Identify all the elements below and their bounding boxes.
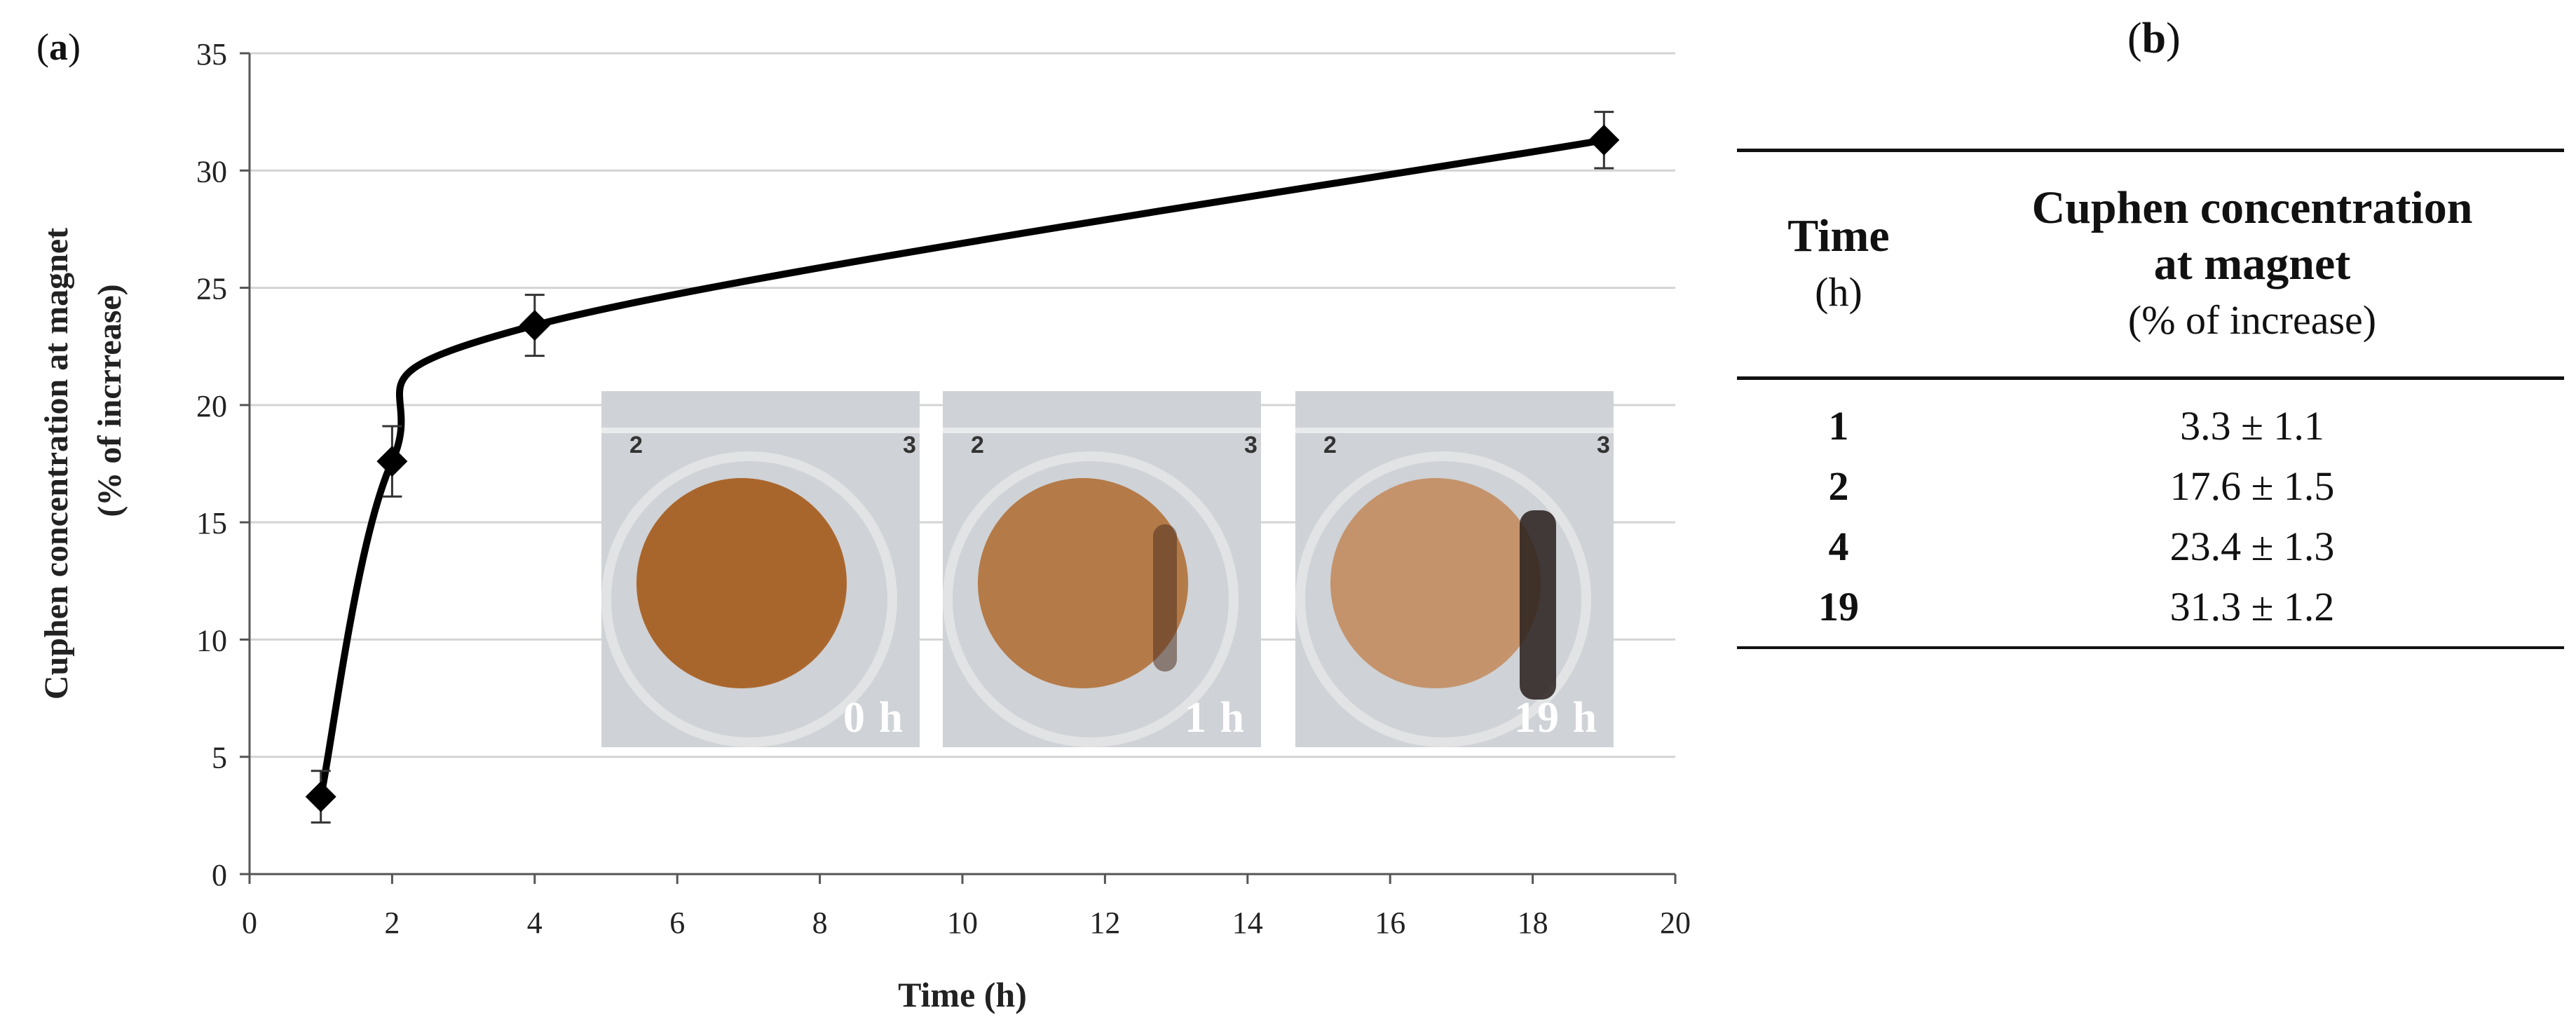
cell-value: 17.6 ± 1.5 [2169, 463, 2335, 509]
y-tick-label: 30 [196, 154, 227, 189]
magnet-deposit [1520, 510, 1556, 700]
table-row: 1 3.3 ± 1.1 [1737, 379, 2564, 456]
x-tick-label: 10 [947, 906, 978, 940]
table-row: 19 31.3 ± 1.2 [1737, 576, 2564, 648]
x-axis-label: Time (h) [898, 975, 1027, 1014]
y-tick-label: 25 [196, 272, 227, 306]
tray-edge [1295, 428, 1614, 433]
x-tick-label: 8 [812, 906, 828, 940]
cell-time: 4 [1828, 523, 1849, 569]
y-tick-label: 35 [196, 37, 227, 71]
photo-caption: 1 h [1185, 694, 1246, 742]
header-concentration-subtitle: at magnet [2153, 238, 2351, 289]
x-tick-label: 16 [1375, 906, 1405, 940]
y-tick-label: 15 [196, 506, 227, 540]
y-tick-label: 0 [212, 858, 227, 892]
results-table: Time (h) Cuphen concentration at magnet … [1737, 149, 2564, 649]
tray-edge [943, 428, 1261, 433]
table-row: 4 23.4 ± 1.3 [1737, 516, 2564, 576]
header-time-title: Time [1787, 210, 1890, 261]
x-tick-label: 2 [384, 906, 400, 940]
tray-edge [601, 428, 920, 433]
x-tick-label: 6 [669, 906, 685, 940]
cell-time: 1 [1828, 402, 1849, 449]
data-point [519, 310, 550, 341]
series-line [317, 136, 1605, 798]
cell-time: 19 [1818, 583, 1859, 629]
y-axis-label: Cuphen concentration at magnet [38, 228, 75, 700]
well-liquid [1330, 478, 1541, 688]
well-number-right: 3 [1244, 432, 1258, 458]
x-tick-label: 12 [1089, 906, 1120, 940]
header-time-unit: (h) [1815, 269, 1862, 315]
x-tick-label: 4 [527, 906, 543, 940]
photo-caption: 19 h [1514, 694, 1598, 742]
well-number-right: 3 [1597, 432, 1610, 458]
panel-label-b: (b) [2127, 15, 2181, 62]
cell-value: 31.3 ± 1.2 [2169, 583, 2335, 629]
photo-1h: 2 3 1 h [943, 391, 1261, 747]
well-number-left: 2 [629, 432, 643, 458]
header-concentration-title: Cuphen concentration [2031, 182, 2473, 233]
cell-time: 2 [1828, 463, 1849, 509]
header-concentration-unit: (% of increase) [2127, 297, 2377, 343]
table-row: 2 17.6 ± 1.5 [1737, 456, 2564, 516]
well-liquid [636, 478, 847, 688]
y-tick-label: 5 [212, 741, 227, 775]
photo-caption: 0 h [843, 694, 904, 742]
x-tick-label: 0 [242, 906, 257, 940]
cell-value: 23.4 ± 1.3 [2169, 523, 2335, 569]
x-tick-label: 20 [1660, 906, 1691, 940]
panel-label-a: (a) [36, 26, 81, 68]
header-time: Time (h) [1737, 151, 1940, 379]
y-tick-label: 10 [196, 623, 227, 657]
x-tick-label: 14 [1232, 906, 1263, 940]
header-concentration: Cuphen concentration at magnet (% of inc… [1940, 151, 2564, 379]
data-point [1588, 124, 1620, 156]
well-number-left: 2 [971, 432, 984, 458]
data-point [305, 781, 336, 812]
photo-0h: 2 3 0 h [601, 391, 920, 747]
y-tick-label: 20 [196, 389, 227, 423]
well-number-left: 2 [1323, 432, 1337, 458]
table-header-row: Time (h) Cuphen concentration at magnet … [1737, 150, 2564, 379]
panel-letter-a: a [48, 26, 68, 68]
y-axis-label-unit: (% of incrrease) [91, 284, 128, 517]
panel-letter-b: b [2141, 15, 2167, 62]
well-number-right: 3 [903, 432, 916, 458]
data-point [376, 446, 408, 477]
cell-value: 3.3 ± 1.1 [2180, 402, 2324, 449]
magnet-deposit [1153, 524, 1177, 672]
x-tick-label: 18 [1518, 906, 1548, 940]
photo-19h: 2 3 19 h [1295, 391, 1614, 747]
